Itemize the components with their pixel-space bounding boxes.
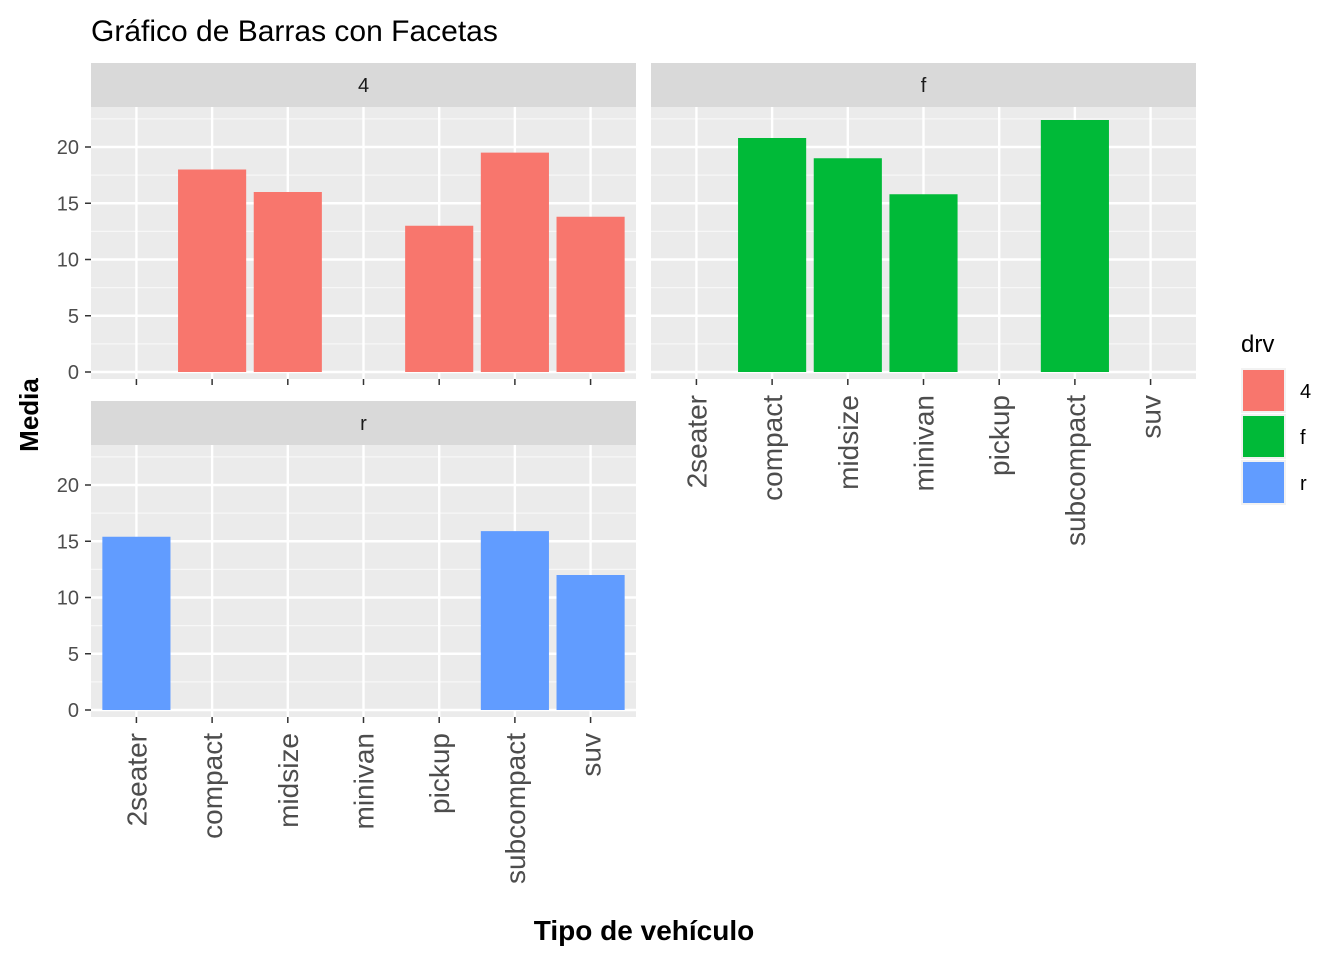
- facet-strip-label: f: [921, 75, 927, 97]
- bar-f-minivan: [889, 194, 958, 372]
- bar-r-subcompact: [480, 531, 549, 710]
- x-tick-label: midsize: [833, 395, 864, 490]
- bar-4-pickup: [405, 225, 474, 372]
- legend-swatch-f: [1243, 416, 1284, 457]
- facet-panel-4: 4 0 5 10 15 20: [57, 63, 636, 385]
- facet-strip: [91, 63, 636, 107]
- x-tick-label: compact: [757, 395, 788, 501]
- bar-4-midsize: [253, 192, 322, 372]
- y-tick-label: 15: [57, 193, 79, 215]
- bar-f-subcompact: [1040, 120, 1109, 372]
- bar-4-subcompact: [480, 152, 549, 372]
- x-tick-label: compact: [197, 733, 228, 839]
- legend-swatch-4: [1243, 370, 1284, 411]
- bar-f-midsize: [813, 158, 882, 372]
- y-tick-label: 0: [68, 362, 79, 384]
- x-axis-label: Tipo de vehículo: [534, 915, 754, 946]
- x-tick-label: subcompact: [1060, 395, 1091, 546]
- x-tick-label: pickup: [984, 395, 1015, 476]
- facet-panel-f: f 2seater compact midsize minivan pickup subco…: [651, 63, 1196, 546]
- x-tick-label: 2seater: [121, 733, 152, 826]
- bar-4-compact: [178, 169, 247, 372]
- y-tick-label: 10: [57, 250, 79, 272]
- x-tick-label: 2seater: [681, 395, 712, 488]
- facet-strip: [91, 401, 636, 445]
- y-tick-label: 5: [68, 306, 79, 328]
- x-tick-label: midsize: [273, 733, 304, 828]
- x-tick-label: pickup: [424, 733, 455, 814]
- chart-title: Gráfico de Barras con Facetas: [91, 15, 498, 48]
- facet-panels: 4 0 5 10 15 20 f 2seater compact midsize minivan pi…: [57, 63, 1196, 884]
- x-tick-label: subcompact: [500, 733, 531, 884]
- x-tick-label: minivan: [909, 395, 940, 491]
- y-tick-label: 20: [57, 137, 79, 159]
- bar-f-compact: [738, 138, 807, 372]
- legend-label-r: r: [1300, 473, 1307, 495]
- y-tick-label: 10: [57, 588, 79, 610]
- legend: drv 4 f r: [1241, 331, 1311, 505]
- legend-label-4: 4: [1300, 381, 1311, 403]
- bar-r-2seater: [102, 536, 171, 710]
- facet-strip-label: r: [360, 413, 367, 435]
- y-tick-label: 20: [57, 475, 79, 497]
- legend-label-f: f: [1300, 427, 1306, 449]
- legend-title: drv: [1241, 331, 1274, 358]
- x-tick-label: minivan: [349, 733, 380, 829]
- legend-swatch-r: [1243, 462, 1284, 503]
- facet-strip: [651, 63, 1196, 107]
- y-tick-label: 5: [68, 644, 79, 666]
- facet-strip-label: 4: [358, 75, 369, 97]
- y-tick-label: 0: [68, 700, 79, 722]
- facet-panel-r: r 0 5 10 15 20 2seater compact midsize minivan pic…: [57, 401, 636, 884]
- x-tick-label: suv: [576, 733, 607, 777]
- y-axis-label: Media: [14, 378, 44, 452]
- x-tick-label: suv: [1136, 395, 1167, 439]
- bar-4-suv: [556, 216, 625, 372]
- y-tick-label: 15: [57, 531, 79, 553]
- bar-r-suv: [556, 575, 625, 710]
